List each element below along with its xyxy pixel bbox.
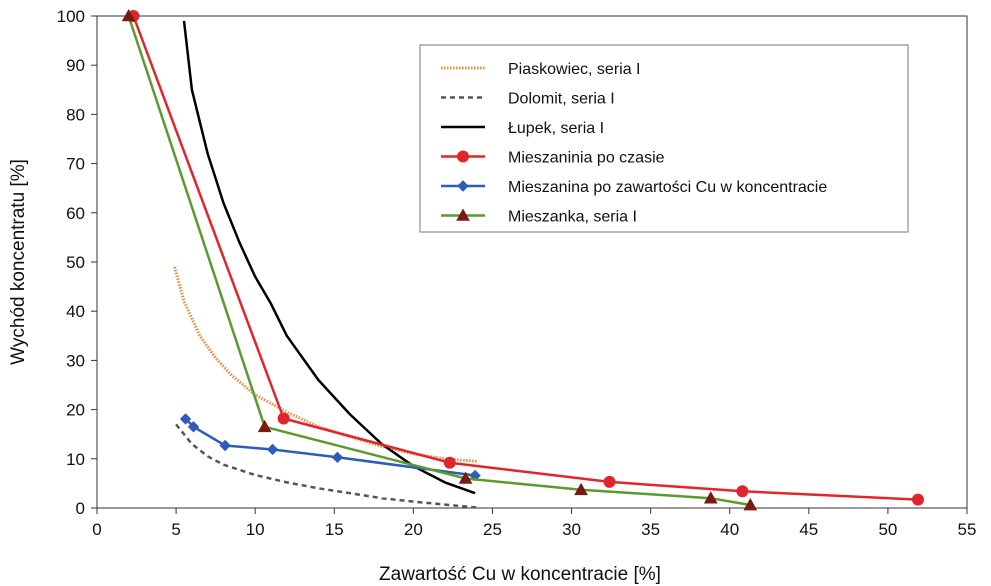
y-tick-label: 70 — [66, 155, 85, 174]
series-line — [132, 15, 919, 501]
series-layer — [121, 8, 924, 511]
data-point — [257, 419, 272, 433]
data-point — [457, 180, 469, 192]
data-point — [603, 475, 616, 488]
data-point — [457, 150, 469, 163]
legend-label: Mieszaninia po czasie — [508, 150, 665, 167]
data-point — [266, 443, 279, 456]
x-tick-label: 35 — [641, 520, 660, 539]
x-tick-label: 10 — [246, 520, 265, 539]
x-tick-label: 15 — [325, 520, 344, 539]
data-point — [443, 456, 456, 469]
x-axis-title: Zawartość Cu w koncentracie [%] — [379, 564, 661, 585]
data-point — [743, 498, 758, 511]
x-tick-label: 55 — [958, 520, 977, 539]
data-point — [574, 482, 588, 496]
y-tick-label: 90 — [66, 56, 85, 75]
data-point — [277, 412, 290, 425]
x-tick-label: 30 — [562, 520, 581, 539]
data-point — [456, 208, 470, 221]
x-tick-label: 50 — [878, 520, 897, 539]
y-tick-label: 40 — [66, 302, 85, 321]
data-point — [219, 439, 231, 452]
y-tick-label: 0 — [76, 499, 85, 518]
data-point — [187, 421, 200, 433]
y-tick-label: 80 — [66, 105, 85, 124]
data-point — [121, 8, 136, 22]
series-4 — [127, 10, 924, 506]
y-tick-label: 10 — [66, 450, 85, 469]
data-point — [331, 451, 344, 464]
x-tick-label: 20 — [404, 520, 423, 539]
data-point — [736, 485, 749, 498]
legend-label: Piaskowiec, seria I — [508, 61, 641, 78]
y-tick-label: 60 — [66, 204, 85, 223]
series-2 — [175, 423, 477, 509]
data-point — [703, 491, 718, 504]
x-tick-label: 0 — [92, 520, 101, 539]
y-axis-title: Wychód koncentratu [%] — [8, 159, 29, 365]
data-point — [179, 413, 192, 425]
legend-label: Mieszanka, seria I — [508, 209, 637, 226]
legend: Piaskowiec, seria I Dolomit, seria I Łupek… — [419, 44, 909, 233]
legend-label: Mieszanina po zawartości Cu w koncentrac… — [508, 179, 827, 196]
series-line — [175, 423, 477, 509]
data-point — [458, 471, 473, 484]
x-tick-label: 45 — [799, 520, 818, 539]
y-tick-label: 100 — [57, 7, 85, 26]
y-tick-label: 20 — [66, 401, 85, 420]
axes: 0 5 10 15 20 25 30 35 40 45 50 55 0 10 20 30 40 50 60 70 80 9… — [57, 7, 977, 539]
series-line — [127, 15, 751, 507]
y-tick-label: 30 — [66, 351, 85, 370]
legend-box — [419, 44, 909, 233]
data-point — [911, 493, 924, 506]
legend-label: Dolomit, seria I — [508, 91, 615, 108]
x-tick-label: 40 — [720, 520, 739, 539]
x-tick-label: 25 — [483, 520, 502, 539]
legend-label: Łupek, seria I — [508, 120, 604, 137]
series-6 — [121, 8, 758, 511]
x-tick-label: 5 — [171, 520, 180, 539]
y-tick-label: 50 — [66, 253, 85, 272]
